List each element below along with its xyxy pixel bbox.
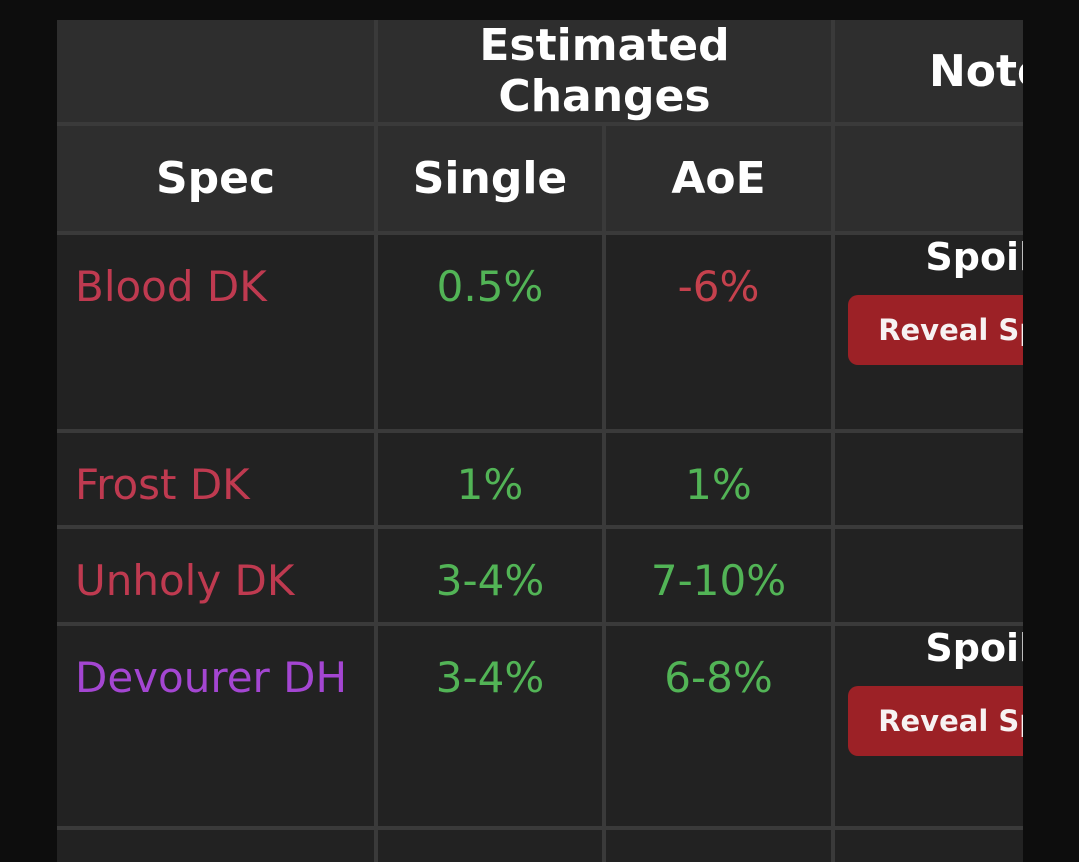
spec-link-unholy-dk[interactable]: Unholy DK: [75, 556, 295, 605]
notes-cell: [831, 826, 1023, 862]
reveal-spoiler-button[interactable]: Reveal Spoiler: [848, 295, 1023, 365]
notes-cell-unholy-dk: [831, 525, 1023, 626]
single-value: [374, 826, 606, 862]
aoe-value-unholy-dk: 7-10%: [602, 525, 835, 626]
spec-changes-table: Estimated Changes Notes Spec Single AoE …: [57, 20, 1023, 862]
table-viewport: Estimated Changes Notes Spec Single AoE …: [57, 20, 1023, 862]
single-column-header: Single: [374, 122, 606, 235]
spec-cell: Blood DK: [57, 231, 378, 433]
single-value-devourer-dh: 3-4%: [374, 622, 606, 830]
table-row-unholy-dk: Unholy DK 3-4% 7-10%: [57, 525, 1023, 626]
spec-cell: Frost DK: [57, 429, 378, 529]
table-row-devourer-dh: Devourer DH 3-4% 6-8% Spoiler Reveal Spo…: [57, 622, 1023, 830]
spec-link-frost-dk[interactable]: Frost DK: [75, 460, 250, 509]
spoiler-block: Spoiler Reveal Spoiler: [835, 626, 1023, 756]
aoe-value-devourer-dh: 6-8%: [602, 622, 835, 830]
single-value-unholy-dk: 3-4%: [374, 525, 606, 626]
single-value-frost-dk: 1%: [374, 429, 606, 529]
spoiler-label: Spoiler: [925, 626, 1023, 670]
estimated-changes-header: Estimated Changes: [374, 20, 835, 126]
notes-column-header: Notes: [831, 20, 1023, 126]
spec-link-blood-dk[interactable]: Blood DK: [75, 262, 267, 311]
aoe-column-header: AoE: [602, 122, 835, 235]
single-value-blood-dk: 0.5%: [374, 231, 606, 433]
notes-cell-devourer-dh: Spoiler Reveal Spoiler: [831, 622, 1023, 830]
spoiler-block: Spoiler Reveal Spoiler: [835, 235, 1023, 365]
aoe-value-frost-dk: 1%: [602, 429, 835, 529]
aoe-value-blood-dk: -6%: [602, 231, 835, 433]
reveal-spoiler-button[interactable]: Reveal Spoiler: [848, 686, 1023, 756]
spec-cell: Unholy DK: [57, 525, 378, 626]
spec-cell: Devourer DH: [57, 622, 378, 830]
table-row-blood-dk: Blood DK 0.5% -6% Spoiler Reveal Spoiler: [57, 231, 1023, 433]
spec-link-devourer-dh[interactable]: Devourer DH: [75, 653, 348, 702]
spoiler-label: Spoiler: [925, 235, 1023, 279]
notes-cell-blood-dk: Spoiler Reveal Spoiler: [831, 231, 1023, 433]
spec-cell: [57, 826, 378, 862]
group-header-row: Estimated Changes Notes: [57, 20, 1023, 126]
sub-header-row: Spec Single AoE: [57, 122, 1023, 235]
spec-column-header: Spec: [57, 122, 378, 235]
spec-header-spacer: [57, 20, 378, 126]
notes-cell-frost-dk: [831, 429, 1023, 529]
table-row-frost-dk: Frost DK 1% 1%: [57, 429, 1023, 529]
table-row-clipped: [57, 826, 1023, 862]
aoe-value: [602, 826, 835, 862]
notes-header-spacer: [831, 122, 1023, 235]
